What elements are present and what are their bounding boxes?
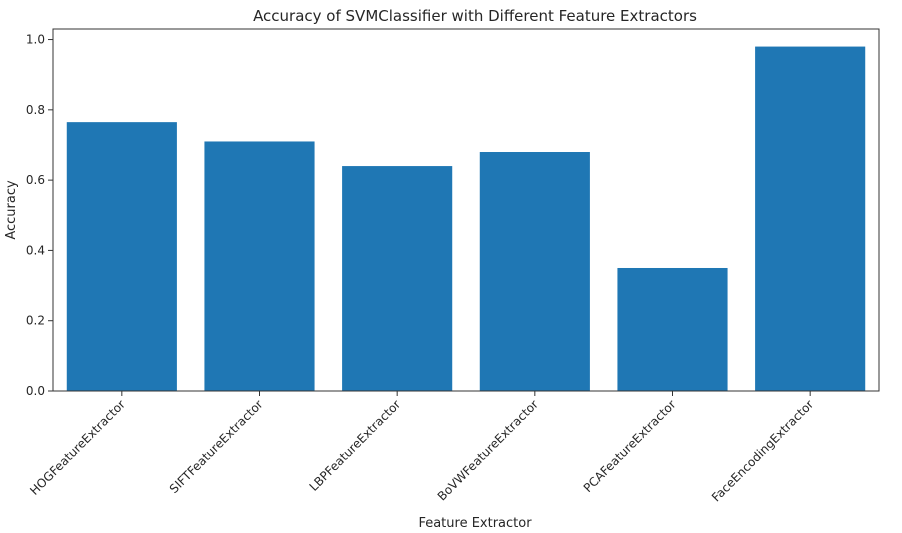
- bar-PCAFeatureExtractor: [617, 267, 728, 391]
- bar-BoVWFeatureExtractor: [479, 152, 590, 391]
- bars-group: [66, 46, 866, 391]
- bar-FaceEncodingExtractor: [755, 46, 866, 391]
- plot-area-frame: [52, 28, 880, 392]
- y-tick-label: 0.0: [26, 384, 45, 398]
- bar-LBPFeatureExtractor: [342, 166, 453, 391]
- y-tick-label: 0.8: [26, 103, 45, 117]
- y-tick-label: 0.6: [26, 173, 45, 187]
- y-tick-label: 0.2: [26, 314, 45, 328]
- bar-HOGFeatureExtractor: [66, 122, 177, 391]
- y-axis: 0.0 0.2 0.4 0.6 0.8 1.0: [26, 33, 53, 398]
- y-axis-label: Accuracy: [4, 180, 19, 240]
- y-tick-label: 0.4: [26, 243, 45, 257]
- x-axis-label: Feature Extractor: [418, 516, 532, 531]
- y-tick-label: 1.0: [26, 33, 45, 47]
- bar-SIFTFeatureExtractor: [204, 141, 315, 391]
- chart-title: Accuracy of SVMClassifier with Different…: [253, 7, 697, 25]
